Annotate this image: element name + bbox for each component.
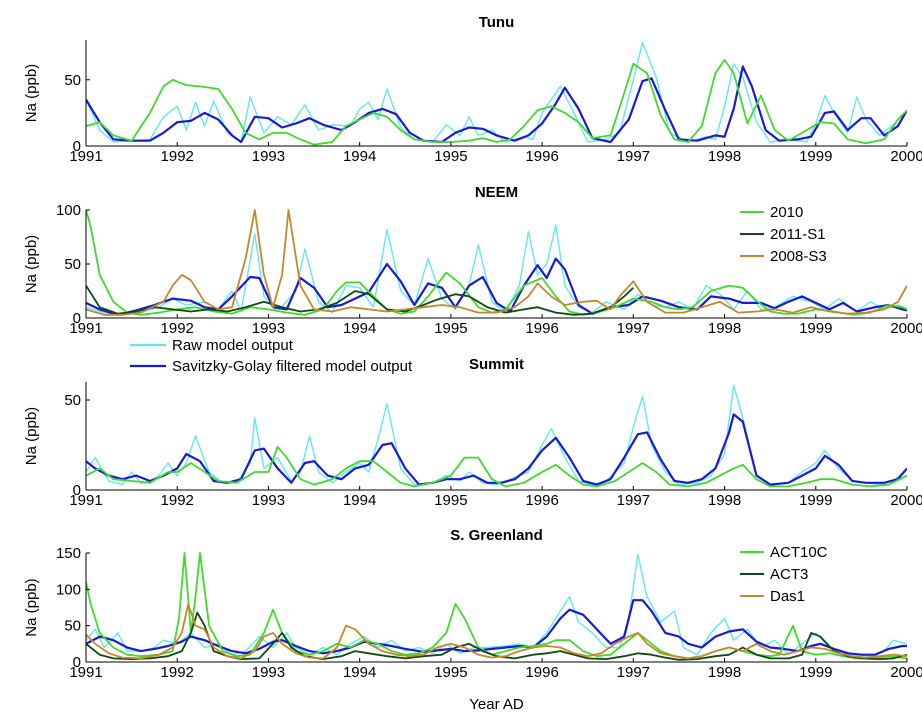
y-tick-label-1-1: 50 — [64, 256, 81, 273]
legend-label-1-0: 2010 — [770, 204, 803, 221]
x-tick-label-0-5: 1996 — [525, 148, 558, 165]
y-axis-label-0: Na (ppb) — [23, 64, 40, 122]
panel-title-0: Tunu — [479, 14, 515, 31]
x-tick-label-2-3: 1994 — [343, 492, 376, 509]
y-axis-label-2: Na (ppb) — [23, 407, 40, 465]
x-tick-label-3-0: 1991 — [69, 664, 102, 681]
series-line-1-1 — [86, 257, 907, 316]
panel-title-3: S. Greenland — [450, 527, 543, 544]
x-tick-label-3-6: 1997 — [617, 664, 650, 681]
x-tick-label-1-6: 1997 — [617, 320, 650, 337]
x-tick-label-3-3: 1994 — [343, 664, 376, 681]
x-tick-label-3-1: 1992 — [161, 664, 194, 681]
y-tick-label-1-0: 0 — [73, 310, 81, 327]
x-tick-label-2-1: 1992 — [161, 492, 194, 509]
series-line-2-2 — [86, 445, 907, 488]
x-tick-label-3-2: 1993 — [252, 664, 285, 681]
x-tick-label-0-0: 1991 — [69, 148, 102, 165]
series-line-2-0 — [86, 384, 907, 486]
x-tick-label-1-0: 1991 — [69, 320, 102, 337]
x-tick-label-2-6: 1997 — [617, 492, 650, 509]
y-tick-label-3-1: 50 — [64, 618, 81, 635]
x-tick-label-1-8: 1999 — [799, 320, 832, 337]
x-tick-label-3-9: 2000 — [890, 664, 922, 681]
x-tick-label-2-0: 1991 — [69, 492, 102, 509]
y-tick-label-3-2: 100 — [56, 581, 81, 598]
y-tick-label-2-0: 0 — [73, 482, 81, 499]
x-tick-label-1-1: 1992 — [161, 320, 194, 337]
x-tick-label-0-1: 1992 — [161, 148, 194, 165]
x-tick-label-1-2: 1993 — [252, 320, 285, 337]
x-tick-label-1-4: 1995 — [434, 320, 467, 337]
y-tick-label-0-0: 0 — [73, 138, 81, 155]
y-axis-label-3: Na (ppb) — [23, 578, 40, 636]
legend-label-3-1: ACT3 — [770, 566, 808, 583]
y-tick-label-3-3: 150 — [56, 545, 81, 562]
x-tick-label-3-7: 1998 — [708, 664, 741, 681]
x-tick-label-1-9: 2000 — [890, 320, 922, 337]
x-tick-label-2-8: 1999 — [799, 492, 832, 509]
x-tick-label-2-5: 1996 — [525, 492, 558, 509]
series-line-1-4 — [86, 209, 907, 316]
series-line-1-3 — [86, 285, 634, 316]
x-tick-label-2-4: 1995 — [434, 492, 467, 509]
x-tick-label-0-3: 1994 — [343, 148, 376, 165]
y-tick-label-0-1: 50 — [64, 72, 81, 89]
model-legend-label-0: Raw model output — [172, 337, 294, 354]
x-tick-label-1-3: 1994 — [343, 320, 376, 337]
y-tick-label-1-2: 100 — [56, 202, 81, 219]
x-tick-label-0-4: 1995 — [434, 148, 467, 165]
model-legend-label-1: Savitzky-Golay filtered model output — [172, 358, 413, 375]
series-line-0-1 — [86, 65, 907, 144]
x-tick-label-2-7: 1998 — [708, 492, 741, 509]
x-tick-label-0-7: 1998 — [708, 148, 741, 165]
series-line-3-4 — [86, 603, 907, 660]
series-line-0-2 — [86, 59, 907, 146]
legend-label-3-2: Das1 — [770, 588, 805, 605]
legend-label-1-2: 2008-S3 — [770, 248, 827, 265]
x-tick-label-2-9: 2000 — [890, 492, 922, 509]
x-tick-label-0-9: 2000 — [890, 148, 922, 165]
y-axis-label-1: Na (ppb) — [23, 235, 40, 293]
x-tick-label-2-2: 1993 — [252, 492, 285, 509]
panel-title-1: NEEM — [475, 184, 518, 201]
y-tick-label-2-1: 50 — [64, 392, 81, 409]
x-tick-label-1-7: 1998 — [708, 320, 741, 337]
x-tick-label-3-8: 1999 — [799, 664, 832, 681]
legend-label-1-1: 2011-S1 — [770, 226, 826, 243]
y-tick-label-3-0: 0 — [73, 654, 81, 671]
x-axis-label: Year AD — [469, 696, 524, 713]
x-tick-label-1-5: 1996 — [525, 320, 558, 337]
panel-title-2: Summit — [469, 356, 524, 373]
x-tick-label-0-6: 1997 — [617, 148, 650, 165]
series-line-0-0 — [86, 42, 907, 143]
x-tick-label-0-8: 1999 — [799, 148, 832, 165]
x-tick-label-3-4: 1995 — [434, 664, 467, 681]
x-tick-label-0-2: 1993 — [252, 148, 285, 165]
series-line-3-1 — [86, 599, 907, 656]
legend-label-3-0: ACT10C — [770, 544, 828, 561]
x-tick-label-3-5: 1996 — [525, 664, 558, 681]
